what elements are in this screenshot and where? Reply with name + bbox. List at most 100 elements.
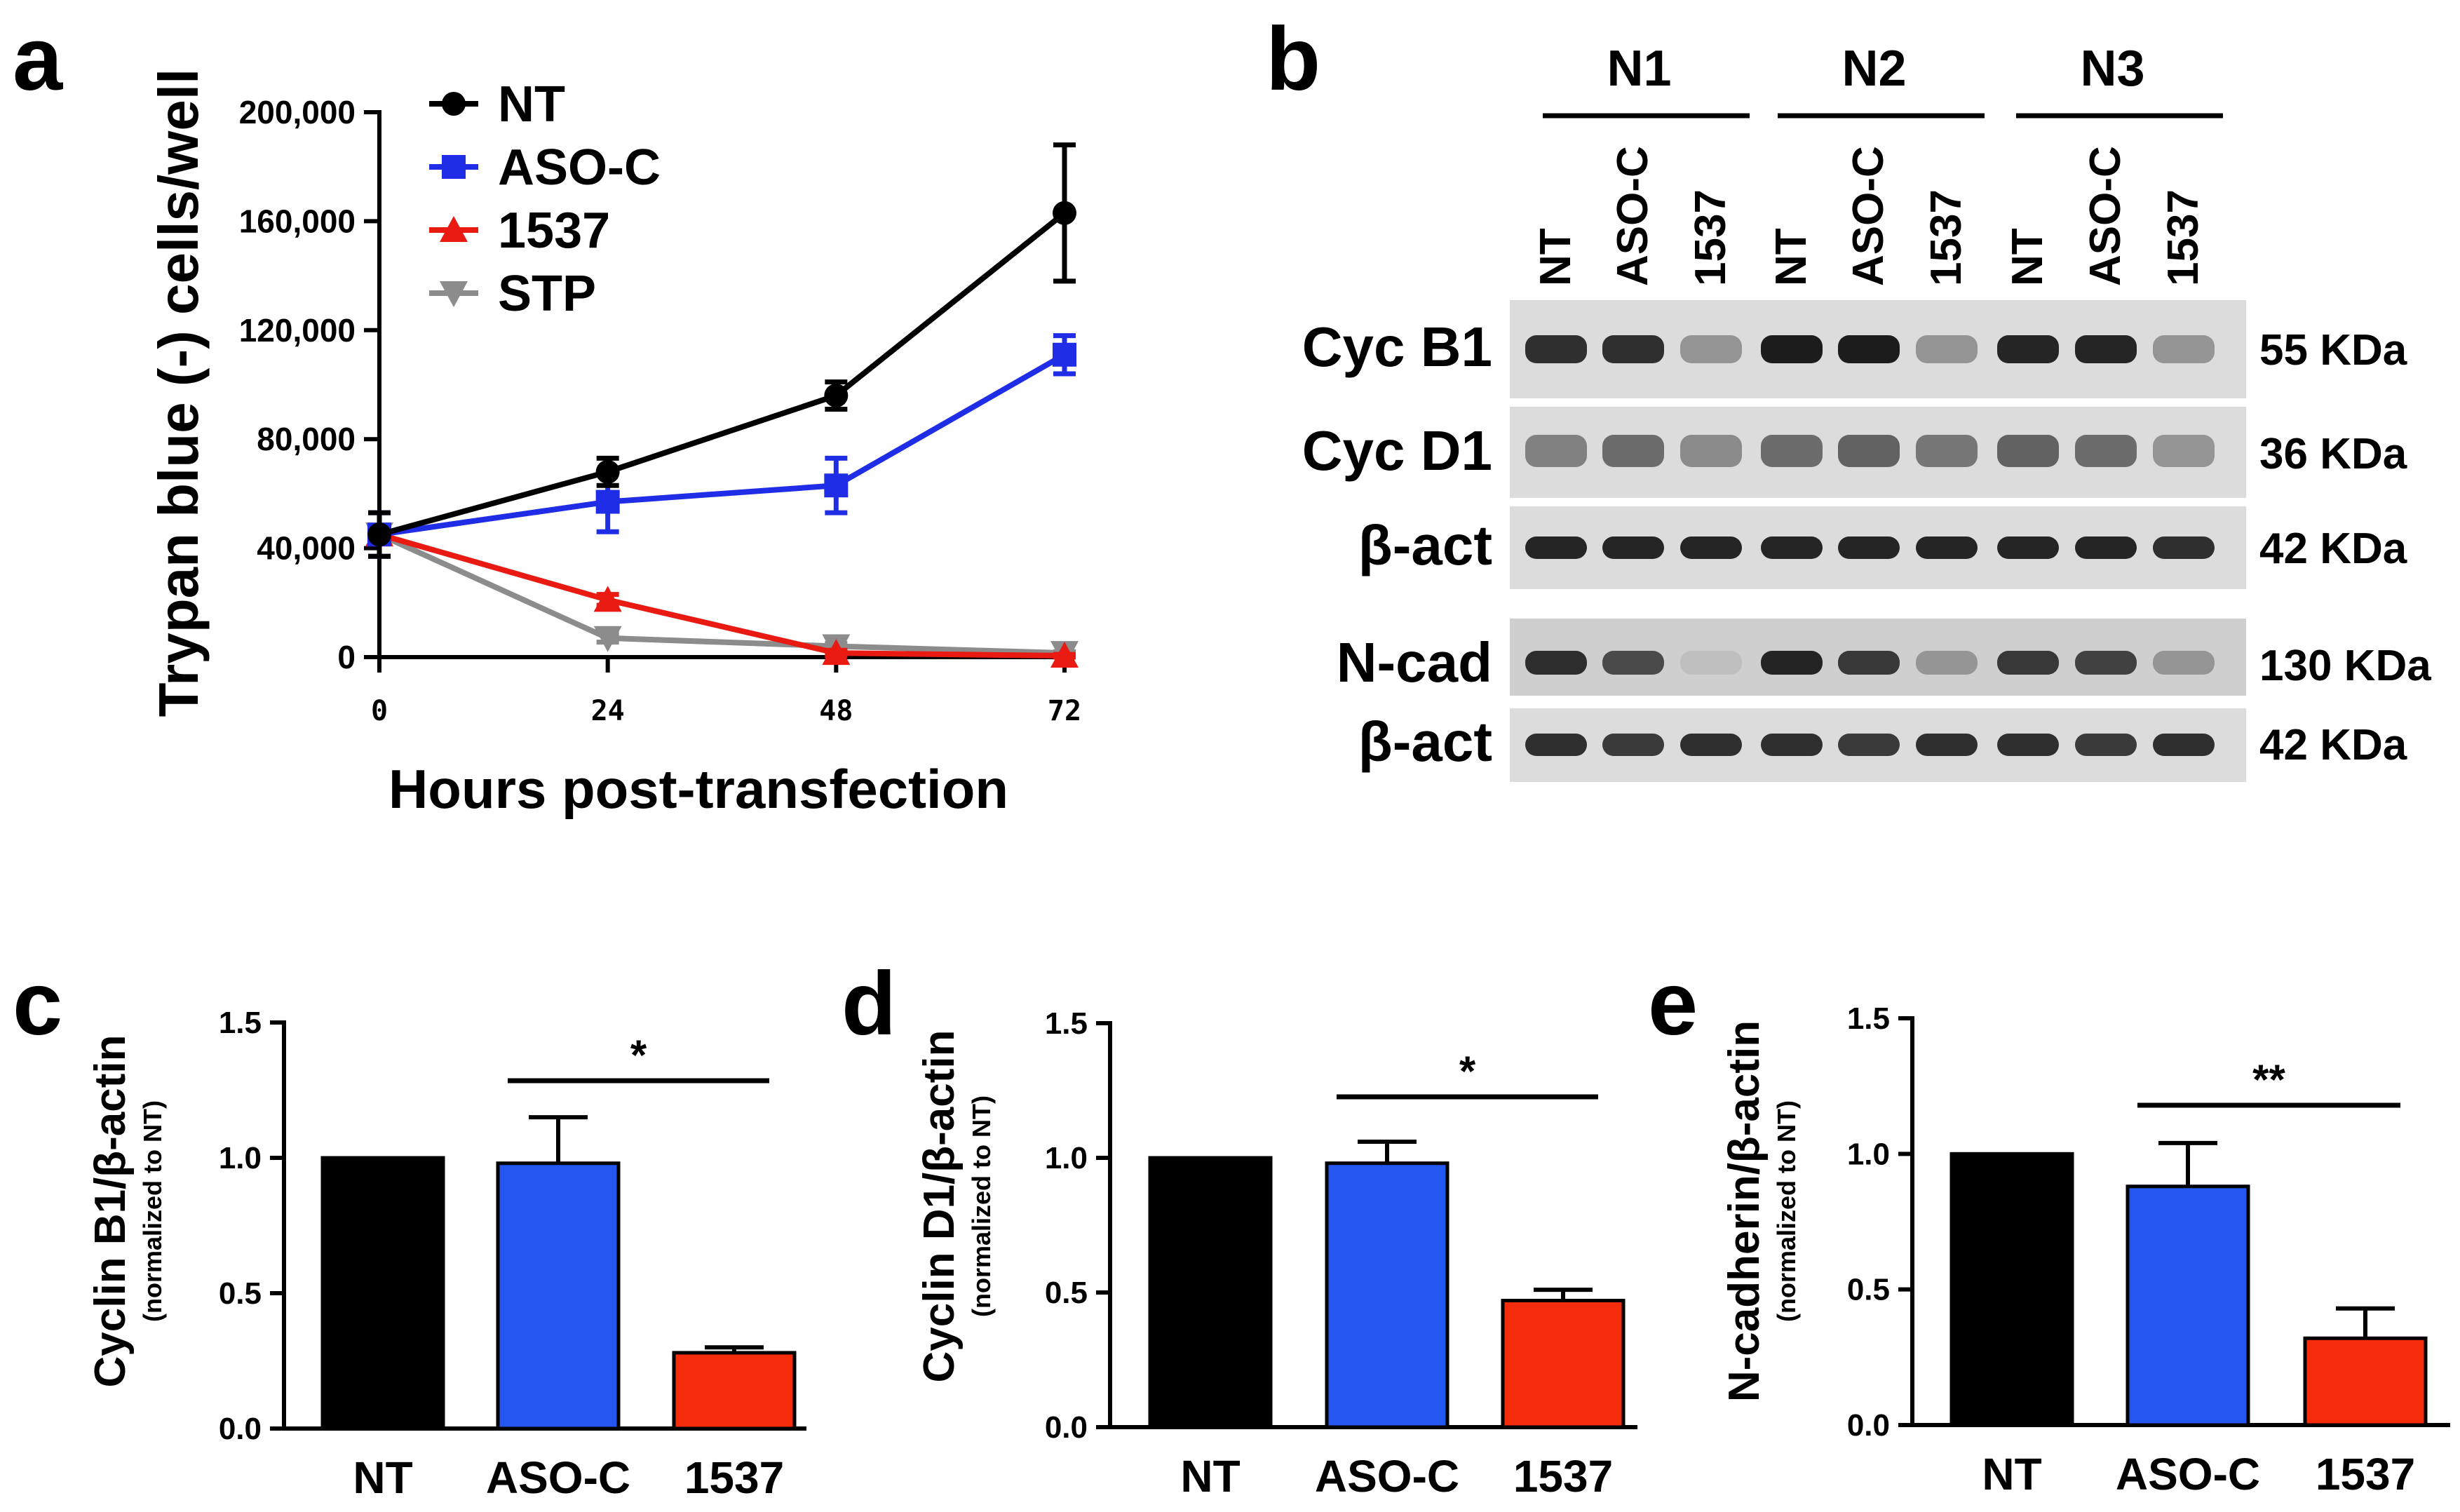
blot-band bbox=[1916, 335, 1978, 363]
x-tick-label: 72 bbox=[1048, 695, 1081, 727]
bar-nt bbox=[1148, 1156, 1273, 1429]
lane-label: 1537 bbox=[1687, 189, 1735, 286]
y-tick-label: 0.5 bbox=[219, 1276, 262, 1311]
blot-band bbox=[1680, 536, 1742, 559]
legend-label-nt: NT bbox=[498, 76, 565, 133]
series-line-nt bbox=[378, 210, 1067, 538]
blot-band bbox=[1680, 335, 1742, 363]
panel-a-line-chart: a 0 40,000 80,000 120,000 160,000 200,000 0 24 4… bbox=[13, 9, 1081, 820]
y-tick-label: 0.5 bbox=[1045, 1276, 1088, 1310]
panel-b-blots: N1 N2 N3 NT ASO-C 1537 NT ASO-C 1537 NT ASO-C 1537 C… bbox=[1302, 41, 2431, 782]
blot-band bbox=[2075, 536, 2137, 559]
blot-band bbox=[1838, 734, 1900, 756]
blot-protein-label: N-cad bbox=[1337, 631, 1492, 694]
blot-protein-label: β-act bbox=[1358, 710, 1492, 773]
blot-band bbox=[1838, 435, 1900, 467]
data-point-aso-c bbox=[1053, 342, 1076, 367]
legend-label-1537: 1537 bbox=[498, 203, 610, 259]
blot-band bbox=[2153, 734, 2215, 756]
blot-band bbox=[1602, 536, 1664, 559]
y-axis-title: Trypan blue (-) cells/well bbox=[147, 69, 210, 717]
blot-band bbox=[1680, 734, 1742, 756]
legend-label-stp: STP bbox=[498, 266, 596, 322]
panel-e-letter: e bbox=[1648, 954, 1698, 1054]
panel-e-bar-chart: e 0.0 0.5 1.0 1.5 NT ASO-C 1537 ** N-cadherin/β-… bbox=[1648, 954, 2450, 1499]
series-1537 bbox=[365, 520, 1079, 668]
panel-c-plot-area: 0.0 0.5 1.0 1.5 NT ASO-C 1537 * Cyclin B1/β-acti… bbox=[86, 1006, 806, 1503]
blot-band bbox=[2153, 335, 2215, 363]
legend-marker-1537 bbox=[440, 216, 468, 242]
blot-band bbox=[2153, 435, 2215, 467]
y-tick-label: 1.5 bbox=[219, 1006, 262, 1040]
panel-e-plot-area: 0.0 0.5 1.0 1.5 NT ASO-C 1537 ** N-cadherin/β-ac… bbox=[1720, 1001, 2450, 1499]
blot-band bbox=[1997, 435, 2059, 467]
data-point-nt bbox=[1053, 201, 1076, 225]
lane-label: NT bbox=[1767, 228, 1816, 286]
x-tick-label: ASO-C bbox=[486, 1452, 630, 1503]
blot-protein-label: β-act bbox=[1358, 514, 1492, 576]
legend-marker-nt bbox=[442, 92, 466, 116]
blot-band bbox=[1761, 734, 1823, 756]
series-line-1537 bbox=[378, 532, 1065, 659]
y-tick-label: 1.0 bbox=[219, 1141, 262, 1175]
lane-label: 1537 bbox=[1922, 189, 1971, 286]
bar-1537 bbox=[672, 1351, 797, 1431]
group-label-n3: N3 bbox=[2080, 41, 2144, 97]
x-tick-label: NT bbox=[1982, 1449, 2041, 1499]
lane-label: ASO-C bbox=[1609, 146, 1657, 286]
y-tick-label: 1.5 bbox=[1847, 1001, 1890, 1036]
y-axis-title: N-cadherin/β-actin bbox=[1720, 1020, 1769, 1402]
blot-size-label: 42 KDa bbox=[2259, 525, 2407, 573]
blot-band bbox=[1602, 435, 1664, 467]
lane-label: ASO-C bbox=[2081, 146, 2130, 286]
y-tick-label: 1.0 bbox=[1847, 1137, 1890, 1171]
bar-nt bbox=[1949, 1152, 2074, 1427]
legend-label-aso-c: ASO-C bbox=[498, 140, 661, 196]
bar-aso-c bbox=[1325, 1161, 1449, 1429]
bar-1537 bbox=[1501, 1299, 1626, 1429]
y-tick-label: 1.5 bbox=[1045, 1006, 1088, 1041]
bar-aso-c bbox=[496, 1161, 621, 1431]
blot-band bbox=[1525, 335, 1587, 363]
series-nt bbox=[367, 142, 1076, 559]
blot-size-label: 42 KDa bbox=[2259, 721, 2407, 769]
x-tick-label: NT bbox=[353, 1452, 412, 1503]
blot-strip: β-act 42 KDa bbox=[1358, 506, 2407, 589]
x-tick-label: 0 bbox=[371, 695, 388, 727]
blot-band bbox=[1761, 435, 1823, 467]
series-line-stp bbox=[378, 532, 1065, 656]
legend-marker-stp bbox=[440, 281, 468, 307]
blot-band bbox=[1838, 536, 1900, 559]
data-point-aso-c bbox=[824, 473, 849, 498]
blot-band bbox=[1761, 335, 1823, 363]
y-axis-subtitle: (normalized to NT) bbox=[138, 1100, 167, 1322]
panel-c-bar-chart: c 0.0 0.5 1.0 1.5 NT ASO-C 1537 * Cyclin B1/β-ac… bbox=[13, 954, 806, 1503]
data-point-nt bbox=[595, 459, 620, 484]
blot-size-label: 130 KDa bbox=[2259, 642, 2431, 690]
blot-band bbox=[1525, 651, 1587, 675]
blot-strip: Cyc D1 36 KDa bbox=[1302, 407, 2407, 498]
y-axis-title: Cyclin D1/β-actin bbox=[915, 1030, 964, 1383]
panel-d-plot-area: 0.0 0.5 1.0 1.5 NT ASO-C 1537 * Cyclin D1/β-acti… bbox=[915, 1006, 1637, 1501]
y-tick-label: 0.0 bbox=[1045, 1410, 1088, 1445]
panel-b-western-blot: b N1 N2 N3 NT ASO-C 1537 NT ASO-C 1537 NT ASO-C 153… bbox=[1266, 9, 2431, 782]
legend: NT ASO-C 1537 STP bbox=[429, 76, 661, 322]
blot-band bbox=[2075, 335, 2137, 363]
significance-label: ** bbox=[2252, 1056, 2285, 1103]
lane-label: NT bbox=[2003, 228, 2052, 286]
blot-strip: Cyc B1 55 KDa bbox=[1302, 300, 2407, 398]
blot-band bbox=[2153, 651, 2215, 675]
y-tick-label: 120,000 bbox=[239, 312, 356, 349]
x-tick-label: 48 bbox=[819, 695, 853, 727]
blot-band bbox=[1761, 651, 1823, 675]
y-tick-label: 0.5 bbox=[1847, 1273, 1890, 1307]
panel-a-letter: a bbox=[13, 9, 63, 109]
y-axis-title: Cyclin B1/β-actin bbox=[86, 1035, 135, 1388]
blot-band bbox=[1525, 734, 1587, 756]
significance-label: * bbox=[630, 1032, 647, 1079]
blot-size-label: 55 KDa bbox=[2259, 326, 2407, 374]
blot-band bbox=[2153, 536, 2215, 559]
blot-size-label: 36 KDa bbox=[2259, 430, 2407, 478]
blot-band bbox=[1761, 536, 1823, 559]
y-tick-label: 0.0 bbox=[219, 1412, 262, 1446]
